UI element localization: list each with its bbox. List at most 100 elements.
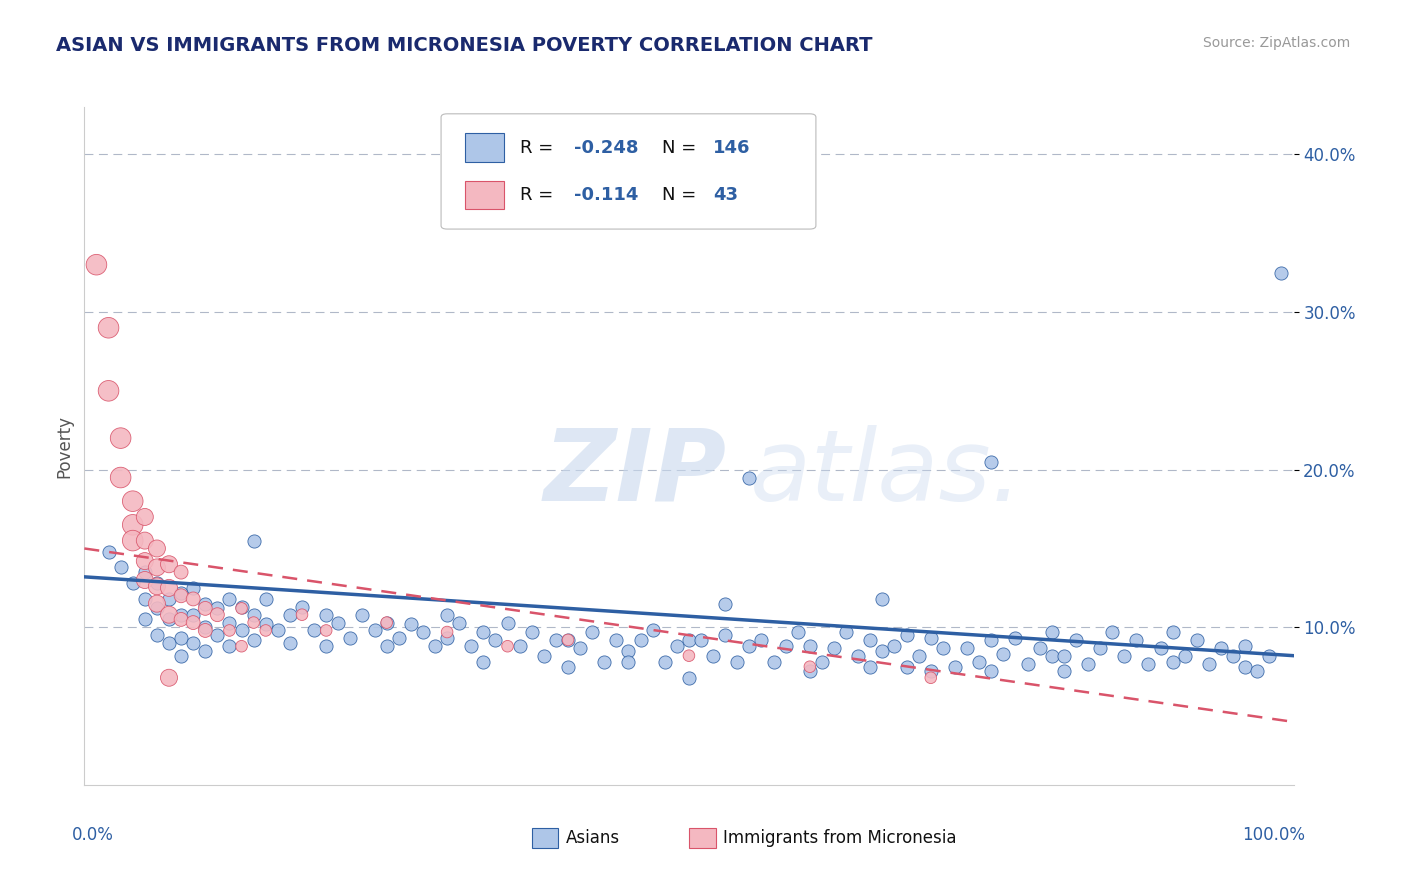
Point	[678, 671, 700, 685]
Point	[883, 639, 905, 653]
Point	[1101, 625, 1123, 640]
Point	[134, 565, 156, 579]
Point	[738, 639, 761, 653]
Text: 0.0%: 0.0%	[72, 826, 114, 844]
Text: R =: R =	[520, 186, 558, 204]
Text: N =: N =	[662, 186, 703, 204]
Point	[423, 639, 446, 653]
Point	[242, 533, 264, 548]
Text: Source: ZipAtlas.com: Source: ZipAtlas.com	[1202, 36, 1350, 50]
Point	[170, 585, 193, 599]
Point	[110, 560, 132, 574]
Point	[896, 659, 918, 673]
Point	[170, 632, 193, 646]
Point	[315, 639, 337, 653]
Point	[242, 607, 264, 622]
Point	[872, 644, 894, 658]
Point	[1064, 632, 1087, 647]
Text: 43: 43	[713, 186, 738, 204]
Text: ZIP: ZIP	[544, 425, 727, 522]
Point	[1198, 657, 1220, 671]
Point	[121, 494, 143, 508]
Point	[194, 624, 217, 638]
Point	[484, 632, 506, 647]
Point	[339, 632, 361, 646]
Text: -0.114: -0.114	[574, 186, 638, 204]
Point	[218, 615, 240, 630]
Point	[1174, 648, 1197, 663]
Point	[811, 655, 834, 669]
Point	[557, 632, 579, 647]
Point	[544, 632, 567, 647]
Point	[725, 655, 748, 669]
Point	[146, 560, 169, 574]
Point	[291, 599, 314, 614]
Point	[134, 510, 156, 524]
Point	[980, 665, 1002, 679]
Point	[993, 647, 1015, 661]
Point	[896, 628, 918, 642]
Point	[328, 615, 350, 630]
Point	[920, 665, 942, 679]
Point	[956, 640, 979, 655]
Point	[509, 639, 531, 653]
Point	[980, 455, 1002, 469]
Point	[641, 624, 664, 638]
Point	[762, 655, 785, 669]
Point	[1149, 640, 1171, 655]
Point	[496, 639, 519, 653]
Text: 146: 146	[713, 139, 751, 157]
Point	[412, 625, 434, 640]
Point	[134, 533, 156, 548]
Point	[231, 599, 253, 614]
Point	[194, 620, 217, 634]
Bar	[465, 181, 503, 210]
Point	[207, 607, 229, 622]
Point	[859, 632, 882, 647]
Point	[146, 601, 169, 615]
Point	[375, 615, 398, 630]
Point	[702, 648, 724, 663]
Point	[157, 612, 180, 626]
Point	[218, 591, 240, 606]
Point	[449, 615, 471, 630]
Y-axis label: Poverty: Poverty	[55, 415, 73, 477]
Point	[799, 665, 821, 679]
Point	[1137, 657, 1160, 671]
Point	[678, 648, 700, 663]
Point	[146, 628, 169, 642]
Point	[157, 581, 180, 595]
Point	[1185, 632, 1208, 647]
Point	[1222, 648, 1244, 663]
Point	[835, 625, 858, 640]
Bar	[531, 828, 558, 848]
Point	[157, 671, 180, 685]
Point	[242, 632, 264, 647]
Point	[1088, 640, 1111, 655]
Point	[110, 431, 132, 445]
Point	[1161, 625, 1184, 640]
Text: N =: N =	[662, 139, 703, 157]
Point	[932, 640, 955, 655]
Text: Immigrants from Micronesia: Immigrants from Micronesia	[723, 829, 956, 847]
Text: -0.248: -0.248	[574, 139, 638, 157]
Point	[436, 625, 458, 640]
Point	[1017, 657, 1039, 671]
Point	[460, 639, 482, 653]
Point	[375, 639, 398, 653]
Point	[231, 624, 253, 638]
Point	[157, 558, 180, 572]
Point	[207, 601, 229, 615]
Point	[254, 624, 277, 638]
Point	[170, 589, 193, 603]
Point	[218, 624, 240, 638]
Point	[436, 632, 458, 646]
Point	[134, 591, 156, 606]
Point	[786, 625, 808, 640]
Point	[302, 624, 325, 638]
Point	[97, 544, 120, 558]
Point	[134, 554, 156, 568]
Point	[254, 617, 277, 632]
Point	[278, 607, 301, 622]
Point	[231, 601, 253, 615]
